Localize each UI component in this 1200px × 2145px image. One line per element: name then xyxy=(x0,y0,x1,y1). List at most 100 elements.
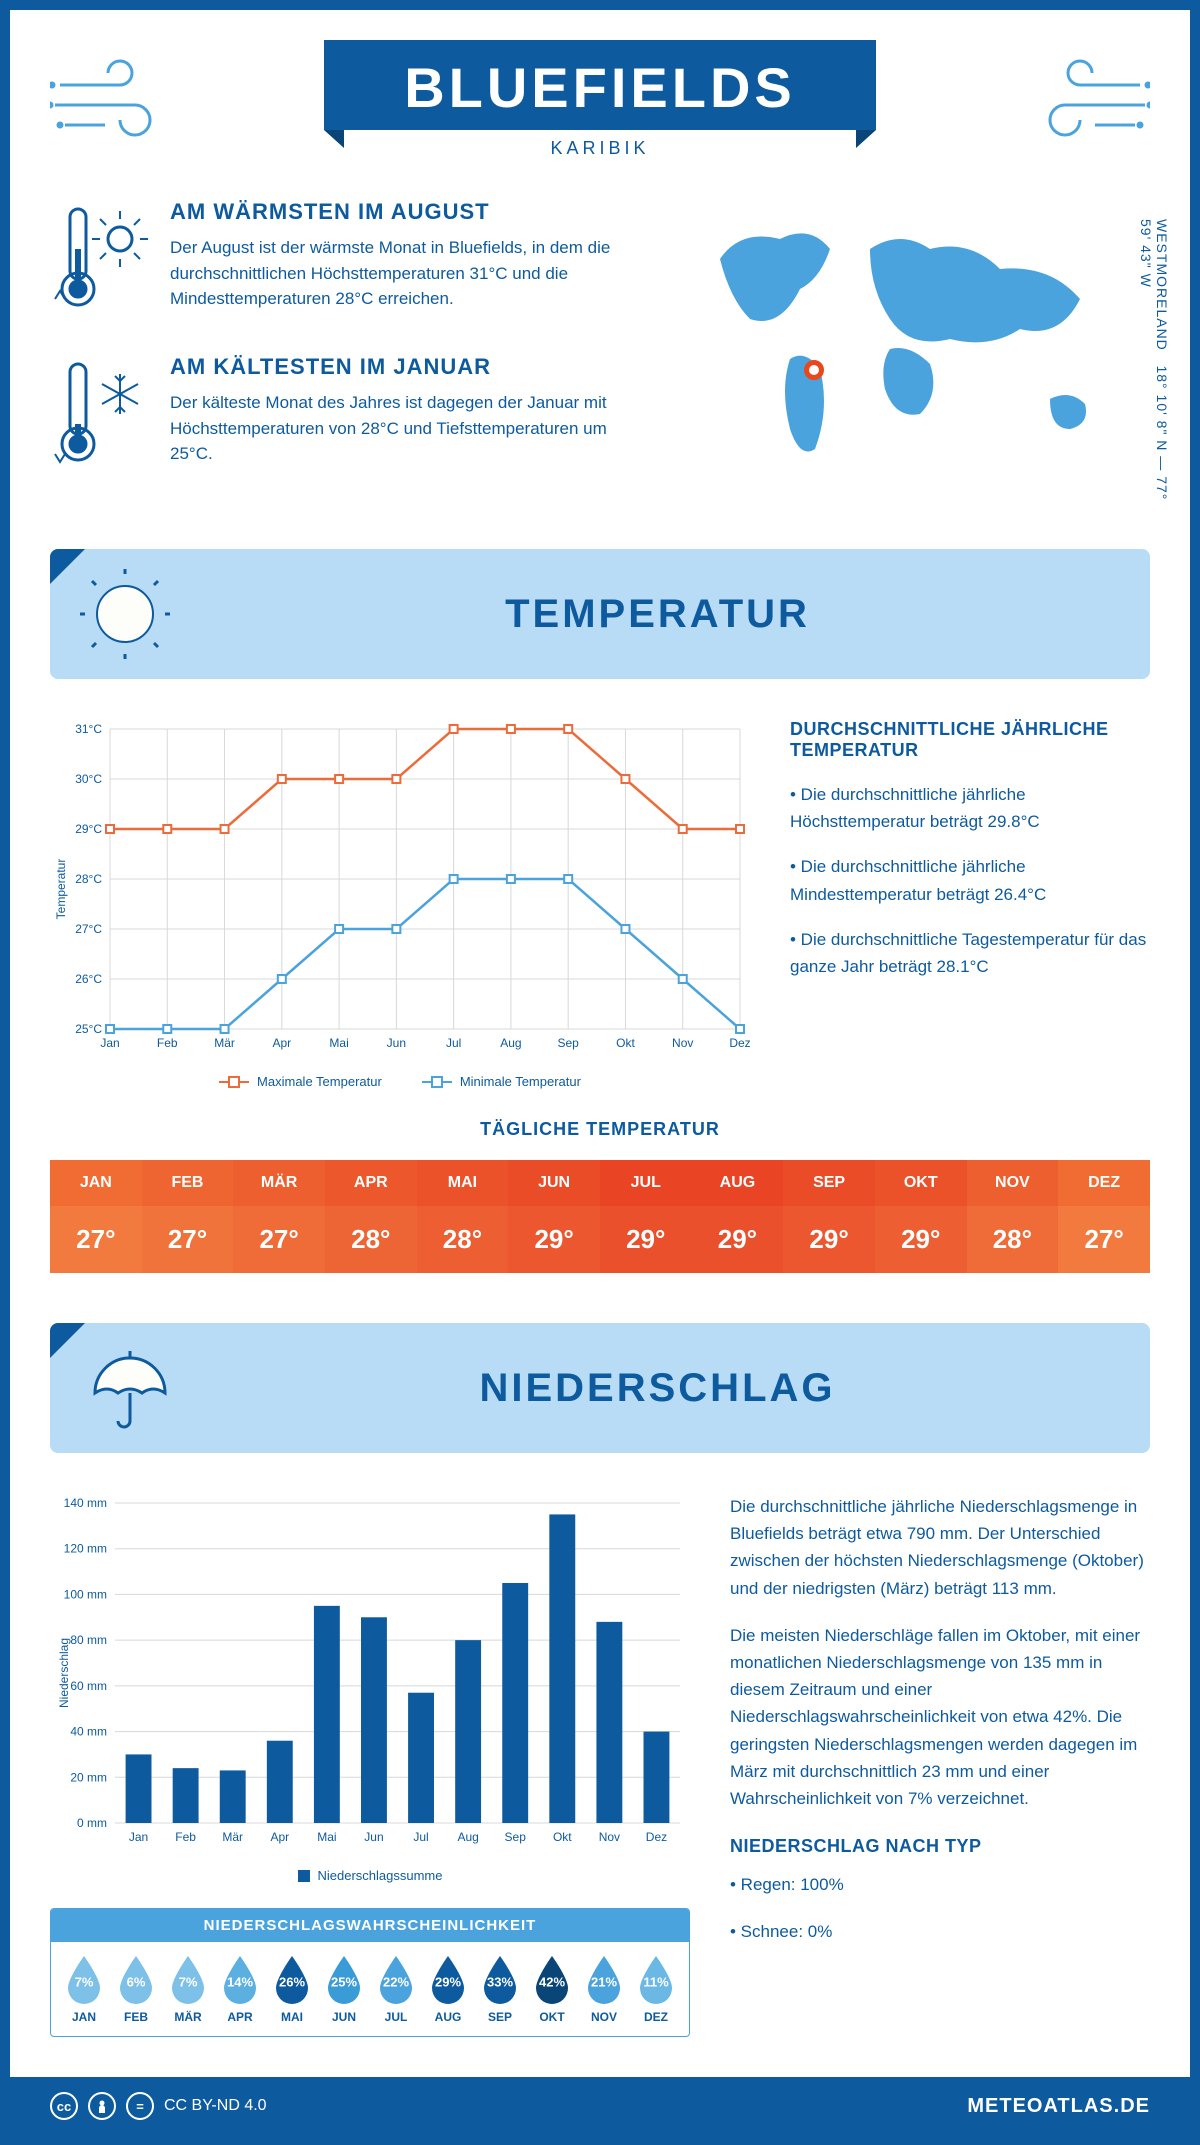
svg-text:31°C: 31°C xyxy=(75,722,102,736)
table-header: JUL xyxy=(600,1160,692,1206)
precipitation-summary: Die durchschnittliche jährliche Niedersc… xyxy=(730,1493,1150,2037)
raindrop-icon: 11% xyxy=(636,1954,676,2004)
by-icon xyxy=(88,2092,116,2120)
svg-text:29°C: 29°C xyxy=(75,822,102,836)
table-header: JUN xyxy=(508,1160,600,1206)
svg-text:28°C: 28°C xyxy=(75,872,102,886)
legend-max: Maximale Temperatur xyxy=(219,1074,382,1089)
svg-text:20 mm: 20 mm xyxy=(70,1770,107,1784)
table-header: SEP xyxy=(783,1160,875,1206)
coldest-text: Der kälteste Monat des Jahres ist dagege… xyxy=(170,390,640,467)
table-cell: 27° xyxy=(1058,1206,1150,1273)
page-title: BLUEFIELDS xyxy=(324,40,876,130)
warmest-text: Der August ist der wärmste Monat in Blue… xyxy=(170,235,640,312)
svg-text:25°C: 25°C xyxy=(75,1022,102,1036)
svg-text:0 mm: 0 mm xyxy=(77,1816,107,1830)
svg-text:Jan: Jan xyxy=(100,1036,119,1050)
svg-text:Sep: Sep xyxy=(558,1036,580,1050)
svg-text:100 mm: 100 mm xyxy=(64,1587,107,1601)
cc-icon: cc xyxy=(50,2092,78,2120)
page-subtitle: KARIBIK xyxy=(50,138,1150,159)
svg-text:30°C: 30°C xyxy=(75,772,102,786)
section-header-precipitation: NIEDERSCHLAG xyxy=(50,1323,1150,1453)
table-cell: 29° xyxy=(783,1206,875,1273)
table-cell: 29° xyxy=(508,1206,600,1273)
umbrella-icon xyxy=(80,1343,170,1433)
probability-item: 33% SEP xyxy=(475,1954,525,2024)
probability-item: 6% FEB xyxy=(111,1954,161,2024)
table-cell: 27° xyxy=(233,1206,325,1273)
legend-min: Minimale Temperatur xyxy=(422,1074,581,1089)
svg-text:60 mm: 60 mm xyxy=(70,1679,107,1693)
coordinates-label: WESTMORELAND 18° 10' 8" N — 77° 59' 43" … xyxy=(1138,219,1170,509)
coldest-block: AM KÄLTESTEN IM JANUAR Der kälteste Mona… xyxy=(50,354,640,479)
raindrop-icon: 26% xyxy=(272,1954,312,2004)
probability-item: 29% AUG xyxy=(423,1954,473,2024)
svg-text:Aug: Aug xyxy=(500,1036,521,1050)
svg-text:Jun: Jun xyxy=(364,1830,383,1844)
footer: cc = CC BY-ND 4.0 METEOATLAS.DE xyxy=(10,2077,1190,2135)
svg-text:Okt: Okt xyxy=(616,1036,635,1050)
thermometer-cold-icon xyxy=(50,354,150,479)
svg-text:Apr: Apr xyxy=(272,1036,291,1050)
daily-temp-title: TÄGLICHE TEMPERATUR xyxy=(50,1119,1150,1140)
header: BLUEFIELDS KARIBIK xyxy=(50,40,1150,159)
svg-text:Mai: Mai xyxy=(317,1830,336,1844)
svg-text:Dez: Dez xyxy=(646,1830,667,1844)
table-header: MAI xyxy=(417,1160,509,1206)
svg-text:120 mm: 120 mm xyxy=(64,1542,107,1556)
wind-icon xyxy=(50,50,190,155)
svg-text:26°C: 26°C xyxy=(75,972,102,986)
probability-item: 21% NOV xyxy=(579,1954,629,2024)
summary-row: AM WÄRMSTEN IM AUGUST Der August ist der… xyxy=(50,199,1150,509)
table-header: JAN xyxy=(50,1160,142,1206)
raindrop-icon: 42% xyxy=(532,1954,572,2004)
brand-label: METEOATLAS.DE xyxy=(967,2095,1150,2118)
license-badge: cc = CC BY-ND 4.0 xyxy=(50,2092,267,2120)
svg-text:Feb: Feb xyxy=(175,1830,196,1844)
svg-text:Jun: Jun xyxy=(387,1036,406,1050)
table-header: AUG xyxy=(692,1160,784,1206)
coldest-title: AM KÄLTESTEN IM JANUAR xyxy=(170,354,640,380)
temperature-summary: DURCHSCHNITTLICHE JÄHRLICHE TEMPERATUR •… xyxy=(790,719,1150,1089)
svg-text:Temperatur: Temperatur xyxy=(54,859,68,920)
table-header: DEZ xyxy=(1058,1160,1150,1206)
svg-text:Dez: Dez xyxy=(729,1036,750,1050)
svg-text:40 mm: 40 mm xyxy=(70,1725,107,1739)
sun-icon xyxy=(80,569,170,659)
svg-text:Jan: Jan xyxy=(129,1830,148,1844)
probability-item: 11% DEZ xyxy=(631,1954,681,2024)
table-header: NOV xyxy=(967,1160,1059,1206)
probability-item: 22% JUL xyxy=(371,1954,421,2024)
probability-item: 42% OKT xyxy=(527,1954,577,2024)
precipitation-probability-box: NIEDERSCHLAGSWAHRSCHEINLICHKEIT 7% JAN 6… xyxy=(50,1908,690,2037)
raindrop-icon: 21% xyxy=(584,1954,624,2004)
precipitation-bar-chart: 0 mm20 mm40 mm60 mm80 mm100 mm120 mm140 … xyxy=(50,1493,690,1883)
svg-text:Sep: Sep xyxy=(505,1830,527,1844)
legend-precip: Niederschlagssumme xyxy=(298,1868,443,1883)
table-header: MÄR xyxy=(233,1160,325,1206)
table-cell: 27° xyxy=(142,1206,234,1273)
probability-item: 7% JAN xyxy=(59,1954,109,2024)
raindrop-icon: 7% xyxy=(64,1954,104,2004)
table-cell: 29° xyxy=(875,1206,967,1273)
table-cell: 29° xyxy=(600,1206,692,1273)
svg-text:Nov: Nov xyxy=(599,1830,620,1844)
nd-icon: = xyxy=(126,2092,154,2120)
table-cell: 28° xyxy=(967,1206,1059,1273)
table-cell: 28° xyxy=(325,1206,417,1273)
svg-text:Apr: Apr xyxy=(270,1830,289,1844)
world-map: WESTMORELAND 18° 10' 8" N — 77° 59' 43" … xyxy=(670,199,1150,509)
warmest-title: AM WÄRMSTEN IM AUGUST xyxy=(170,199,640,225)
table-cell: 29° xyxy=(692,1206,784,1273)
svg-text:Niederschlag: Niederschlag xyxy=(57,1638,71,1708)
table-cell: 28° xyxy=(417,1206,509,1273)
svg-text:Jul: Jul xyxy=(446,1036,461,1050)
daily-temp-table: JANFEBMÄRAPRMAIJUNJULAUGSEPOKTNOVDEZ 27°… xyxy=(50,1160,1150,1273)
raindrop-icon: 22% xyxy=(376,1954,416,2004)
svg-text:Mär: Mär xyxy=(222,1830,243,1844)
svg-text:Jul: Jul xyxy=(413,1830,428,1844)
probability-item: 26% MAI xyxy=(267,1954,317,2024)
warmest-block: AM WÄRMSTEN IM AUGUST Der August ist der… xyxy=(50,199,640,324)
table-header: FEB xyxy=(142,1160,234,1206)
